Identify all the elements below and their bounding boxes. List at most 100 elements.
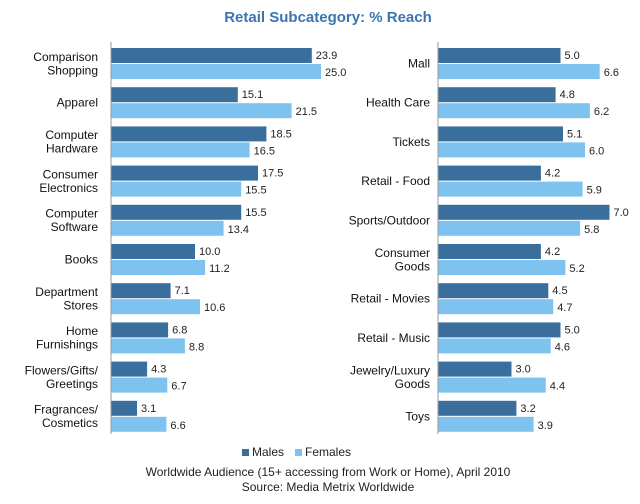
right-value-label-females: 5.2 bbox=[569, 263, 584, 275]
left-bar-males-department-stores bbox=[111, 283, 171, 299]
left-category-label: Home bbox=[66, 324, 98, 338]
right-bar-males-toys bbox=[438, 400, 517, 416]
right-bar-males-consumer-goods bbox=[438, 244, 541, 259]
right-row-retail-movies: Retail - Movies 4.5 4.7 bbox=[351, 283, 572, 315]
right-category-label: Retail - Movies bbox=[351, 292, 430, 306]
left-value-label-females: 11.2 bbox=[209, 263, 230, 275]
right-row-tickets: Tickets 5.1 6.0 bbox=[392, 126, 604, 158]
left-value-label-males: 17.5 bbox=[262, 168, 283, 180]
right-bar-males-sports-outdoor bbox=[438, 204, 610, 220]
left-bar-males-apparel bbox=[111, 87, 238, 103]
right-bar-males-mall bbox=[438, 48, 561, 63]
right-bar-females-tickets bbox=[438, 142, 585, 158]
left-bar-males-computer-hardware bbox=[111, 126, 267, 142]
left-category-label: Stores bbox=[63, 299, 98, 313]
right-bar-males-retail-food bbox=[438, 165, 541, 181]
right-bar-females-retail-movies bbox=[438, 299, 554, 315]
right-bar-males-tickets bbox=[438, 126, 563, 142]
left-bar-females-apparel bbox=[111, 103, 292, 119]
left-bar-females-flowers-gifts-greetings bbox=[111, 377, 168, 393]
right-row-health-care: Health Care 4.8 6.2 bbox=[366, 87, 609, 119]
right-row-sports-outdoor: Sports/Outdoor 7.0 5.8 bbox=[349, 204, 629, 236]
right-value-label-females: 3.9 bbox=[538, 420, 553, 432]
right-row-retail-music: Retail - Music 5.0 4.6 bbox=[357, 322, 580, 354]
left-row-books: Books 10.0 11.2 bbox=[65, 244, 230, 275]
right-bar-females-jewelry-luxury-goods bbox=[438, 377, 546, 393]
right-bar-females-mall bbox=[438, 64, 600, 79]
right-value-label-females: 5.9 bbox=[587, 185, 602, 197]
right-category-label: Retail - Food bbox=[361, 174, 430, 188]
left-value-label-females: 13.4 bbox=[228, 224, 249, 236]
right-panel: Mall 5.0 6.6 Health Care 4.8 6.2 Tickets 5.1 6.0… bbox=[349, 42, 629, 434]
left-category-label: Consumer bbox=[43, 167, 98, 181]
legend: Males Females bbox=[242, 445, 351, 459]
left-category-label: Computer bbox=[45, 128, 98, 142]
left-bar-males-flowers-gifts-greetings bbox=[111, 361, 148, 377]
left-value-label-females: 10.6 bbox=[204, 302, 225, 314]
left-category-label: Books bbox=[65, 253, 98, 267]
left-value-label-males: 4.3 bbox=[151, 364, 166, 376]
left-category-label: Furnishings bbox=[36, 338, 98, 352]
legend-swatch-females bbox=[295, 449, 302, 456]
right-category-label: Toys bbox=[405, 409, 430, 423]
left-bar-males-fragrances-cosmetics bbox=[111, 400, 137, 416]
left-row-flowers-gifts-greetings: Flowers/Gifts/Greetings 4.3 6.7 bbox=[25, 361, 187, 393]
left-value-label-females: 6.6 bbox=[170, 420, 185, 432]
right-value-label-females: 4.4 bbox=[550, 381, 565, 393]
left-category-label: Software bbox=[51, 220, 99, 234]
right-bar-males-retail-music bbox=[438, 322, 561, 338]
left-bar-females-books bbox=[111, 260, 206, 275]
right-value-label-females: 6.0 bbox=[589, 145, 604, 157]
right-value-label-females: 5.8 bbox=[584, 224, 599, 236]
right-value-label-males: 5.0 bbox=[565, 50, 580, 62]
left-category-label: Greetings bbox=[46, 377, 98, 391]
right-bar-males-jewelry-luxury-goods bbox=[438, 361, 512, 377]
legend-label-females: Females bbox=[305, 445, 351, 459]
left-category-label: Flowers/Gifts/ bbox=[25, 363, 99, 377]
right-value-label-males: 3.2 bbox=[520, 403, 535, 415]
right-bar-females-retail-food bbox=[438, 181, 583, 197]
right-category-label: Tickets bbox=[392, 135, 430, 149]
left-category-label: Electronics bbox=[39, 181, 98, 195]
left-bar-females-computer-software bbox=[111, 220, 224, 236]
right-category-label: Consumer bbox=[375, 246, 430, 260]
left-category-label: Comparison bbox=[33, 50, 98, 64]
right-value-label-females: 6.6 bbox=[604, 67, 619, 79]
footer-audience-note: Worldwide Audience (15+ accessing from W… bbox=[146, 465, 511, 479]
right-category-label: Health Care bbox=[366, 96, 430, 110]
left-value-label-males: 18.5 bbox=[270, 128, 291, 140]
right-value-label-males: 5.1 bbox=[567, 128, 582, 140]
left-value-label-females: 21.5 bbox=[296, 106, 317, 118]
left-bar-males-home-furnishings bbox=[111, 322, 169, 338]
left-category-label: Shopping bbox=[47, 63, 98, 77]
left-value-label-males: 10.0 bbox=[199, 246, 220, 258]
left-bar-females-department-stores bbox=[111, 299, 200, 315]
left-bar-females-computer-hardware bbox=[111, 142, 250, 158]
right-value-label-males: 4.8 bbox=[560, 89, 575, 101]
left-value-label-females: 25.0 bbox=[325, 67, 346, 79]
left-category-label: Computer bbox=[45, 207, 98, 221]
left-bar-females-fragrances-cosmetics bbox=[111, 416, 167, 432]
footer-source: Source: Media Metrix Worldwide bbox=[242, 480, 415, 494]
left-bar-females-home-furnishings bbox=[111, 338, 185, 354]
left-value-label-males: 15.5 bbox=[245, 207, 266, 219]
left-bar-females-comparison-shopping bbox=[111, 64, 321, 79]
left-value-label-males: 7.1 bbox=[175, 285, 190, 297]
right-value-label-females: 6.2 bbox=[594, 106, 609, 118]
left-row-apparel: Apparel 15.1 21.5 bbox=[57, 87, 317, 119]
right-bar-males-retail-movies bbox=[438, 283, 549, 299]
left-bar-males-consumer-electronics bbox=[111, 165, 258, 181]
legend-label-males: Males bbox=[252, 445, 284, 459]
right-value-label-males: 5.0 bbox=[565, 324, 580, 336]
chart-title: Retail Subcategory: % Reach bbox=[224, 9, 432, 26]
left-value-label-females: 16.5 bbox=[254, 145, 275, 157]
right-row-retail-food: Retail - Food 4.2 5.9 bbox=[361, 165, 602, 197]
left-category-label: Hardware bbox=[46, 142, 98, 156]
right-row-toys: Toys 3.23.9 bbox=[405, 400, 553, 432]
